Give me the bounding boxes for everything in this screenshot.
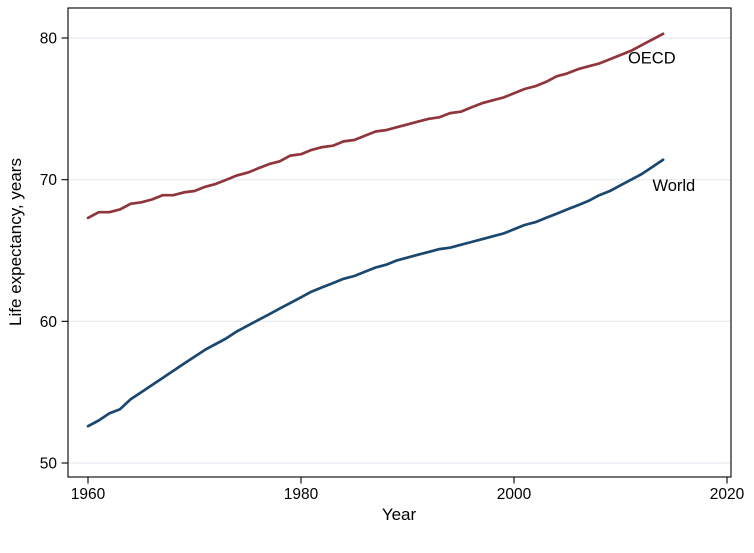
y-tick-label: 70	[40, 172, 58, 189]
x-axis-title: Year	[382, 505, 417, 524]
series-label-world: World	[652, 177, 695, 195]
x-tick-label: 2020	[710, 486, 745, 503]
series-line-oecd	[86, 32, 665, 220]
plot-box	[67, 7, 732, 478]
series-line-world	[86, 158, 665, 428]
y-tick-label: 60	[40, 314, 58, 331]
y-axis-title: Life expectancy, years	[6, 158, 25, 326]
x-tick-label: 2000	[497, 486, 532, 503]
y-tick-label: 50	[40, 455, 58, 472]
x-tick-label: 1960	[71, 486, 106, 503]
x-tick-label: 1980	[284, 486, 319, 503]
y-tick-label: 80	[40, 30, 58, 47]
chart-canvas: 1960 1980 2000 2020 50 60 70 80 OECD World	[40, 7, 745, 503]
series-label-oecd: OECD	[628, 50, 676, 68]
